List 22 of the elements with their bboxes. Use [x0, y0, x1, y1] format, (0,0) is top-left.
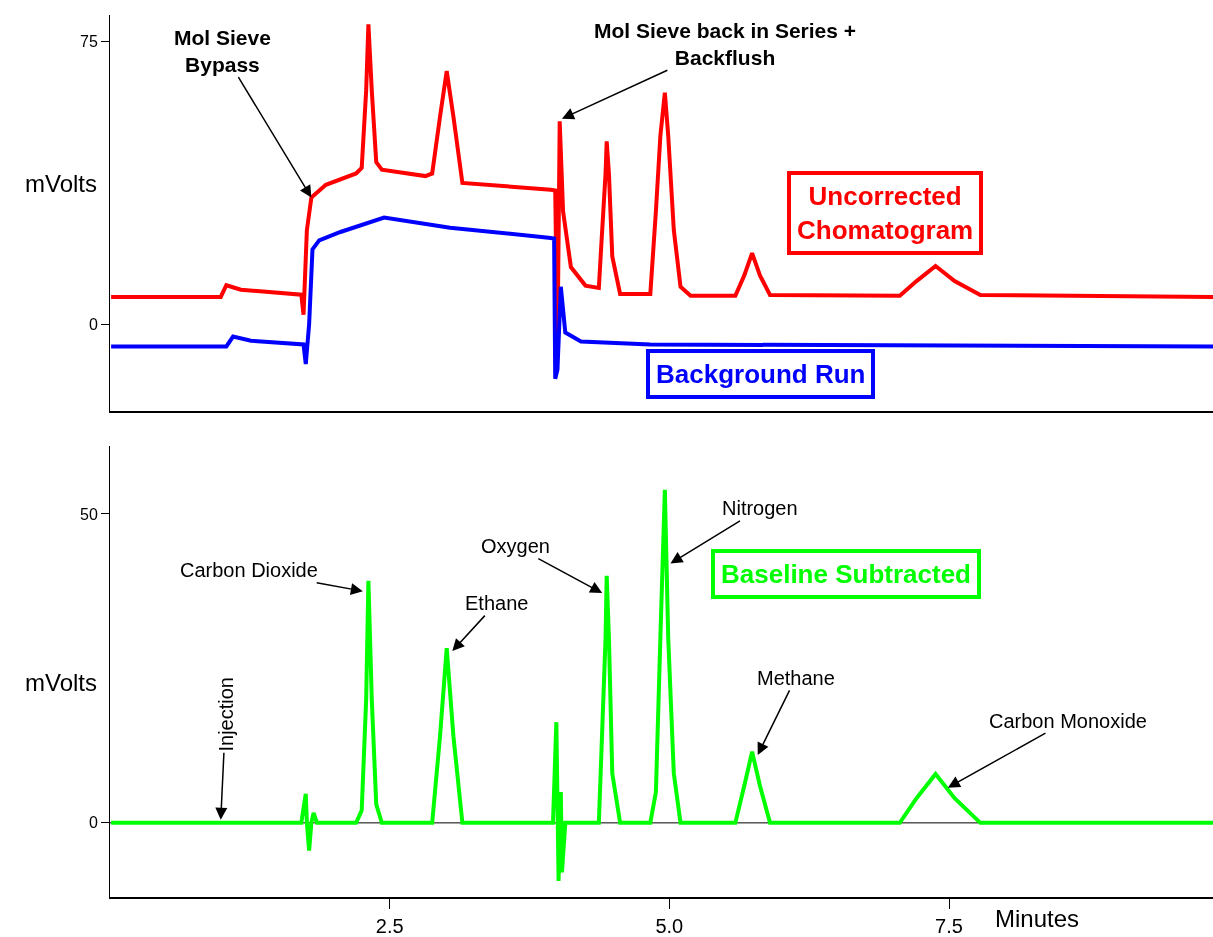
y-tick-label: 75	[80, 32, 98, 50]
annotation: Injection	[214, 677, 237, 752]
y-tick-label: 0	[88, 316, 98, 334]
annotation: Mol Sieve Bypass	[174, 26, 271, 77]
annotation: Ethane	[465, 592, 529, 614]
y-tick-label: 50	[80, 505, 98, 523]
y-tick-label: 0	[88, 814, 98, 832]
x-axis-title: Minutes	[995, 905, 1080, 932]
x-tick-label: 5.0	[655, 915, 684, 937]
annotation: Mol Sieve back in Series + Backflush	[594, 19, 857, 70]
x-tick-label: 2.5	[375, 915, 404, 937]
annotation: Methane	[757, 667, 835, 689]
y-axis-title: mVolts	[25, 669, 98, 696]
y-axis-title: mVolts	[25, 170, 98, 197]
annotation: Oxygen	[481, 535, 550, 557]
text: Baseline Subtracted	[721, 559, 971, 589]
annotation: Carbon Dioxide	[180, 559, 318, 581]
series-label: Uncorrected Chomatogram	[797, 181, 974, 245]
annotation: Carbon Monoxide	[989, 710, 1147, 732]
x-tick-label: 7.5	[935, 915, 963, 937]
annotation: Nitrogen	[722, 497, 798, 519]
series-label: Background Run	[656, 359, 866, 389]
